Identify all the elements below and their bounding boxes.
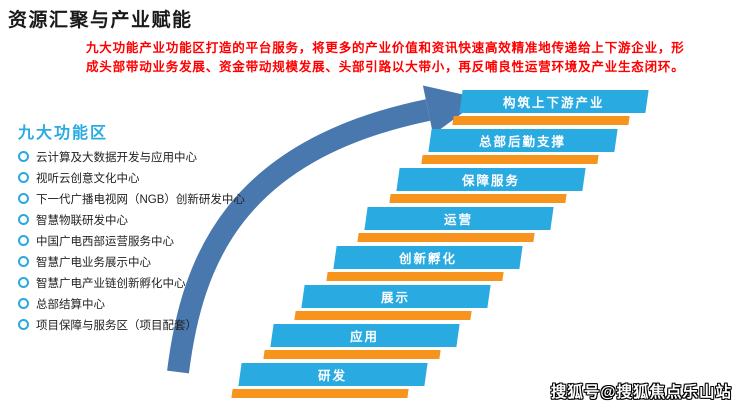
gear-icon: [18, 319, 29, 330]
function-item: 下一代广播电视网（NGB）创新研发中心: [18, 188, 288, 209]
watermark: 搜狐号@搜狐焦点乐山站: [550, 384, 732, 401]
function-item-label: 总部结算中心: [36, 298, 105, 311]
function-item: 智慧广电业务展示中心: [18, 251, 288, 272]
intro-line-1: 九大功能产业功能区打造的平台服务，将更多的产业价值和资讯快速高效精准地传递给上下…: [86, 41, 685, 55]
stair-step-label: 保障服务: [461, 174, 520, 188]
stair-riser: [231, 389, 409, 398]
stair-step-label: 研发: [318, 369, 348, 383]
function-item: 智慧广电产业链创新孵化中心: [18, 272, 288, 293]
stair-riser: [421, 155, 599, 164]
stair-step-label: 运营: [444, 213, 474, 227]
function-item-label: 视听云创意文化中心: [36, 172, 140, 185]
functions-list: 云计算及大数据开发与应用中心 视听云创意文化中心下一代广播电视网（NGB）创新研发…: [18, 146, 288, 335]
intro-line-2: 成头部带动业务发展、资金带动规模发展、头部引路以大带小，再反哺良性运营环境及产业…: [86, 60, 685, 74]
stair-riser: [357, 233, 535, 242]
stair-step-label: 创新孵化: [398, 252, 457, 266]
function-item: 中国广电西部运营服务中心: [18, 230, 288, 251]
stair-step: 创新孵化: [333, 246, 523, 269]
growth-arrow-shaft: [167, 99, 431, 374]
stair-riser: [389, 194, 567, 203]
functions-heading: 九大功能区: [18, 125, 109, 142]
stair-step: 总部后勤支撑: [428, 129, 618, 152]
function-item: 视听云创意文化中心: [18, 167, 288, 188]
stair-step: 构筑上下游产业: [459, 90, 649, 113]
gear-icon: [18, 172, 29, 183]
function-item: 项目保障与服务区（项目配套）: [18, 314, 288, 335]
gear-icon: [18, 256, 29, 267]
slide-title: 资源汇聚与产业赋能: [8, 10, 193, 31]
stair-step: 应用: [270, 324, 460, 347]
function-item: 智慧物联研发中心: [18, 209, 288, 230]
gear-icon: [18, 235, 29, 246]
function-item-label: 中国广电西部运营服务中心: [36, 235, 174, 248]
intro-text: 九大功能产业功能区打造的平台服务，将更多的产业价值和资讯快速高效精准地传递给上下…: [86, 39, 736, 77]
stair-riser: [294, 311, 472, 320]
stair-step-label: 总部后勤支撑: [479, 135, 567, 149]
function-item: 云计算及大数据开发与应用中心: [18, 146, 288, 167]
gear-icon: [18, 277, 29, 288]
gear-icon: [18, 298, 29, 309]
gear-icon: [18, 193, 29, 204]
gear-icon: [18, 214, 29, 225]
stair-step-label: 展示: [381, 291, 411, 305]
stair-riser: [326, 272, 504, 281]
function-item: 总部结算中心: [18, 293, 288, 314]
stair-step-label: 应用: [350, 330, 380, 344]
function-item-label: 智慧广电产业链创新孵化中心: [36, 277, 186, 290]
gear-icon: [18, 151, 29, 162]
stair-step: 保障服务: [396, 168, 586, 191]
stair-step-label: 构筑上下游产业: [503, 96, 605, 110]
function-item-label: 云计算及大数据开发与应用中心: [36, 151, 197, 164]
stair-riser: [452, 116, 630, 125]
stair-step: 运营: [364, 207, 554, 230]
stair-step: 研发: [238, 363, 428, 386]
function-item-label: 下一代广播电视网（NGB）创新研发中心: [36, 193, 245, 206]
function-item-label: 项目保障与服务区（项目配套）: [36, 319, 197, 332]
function-item-label: 智慧物联研发中心: [36, 214, 128, 227]
stair-riser: [263, 350, 441, 359]
function-item-label: 智慧广电业务展示中心: [36, 256, 151, 269]
stair-step: 展示: [301, 285, 491, 308]
